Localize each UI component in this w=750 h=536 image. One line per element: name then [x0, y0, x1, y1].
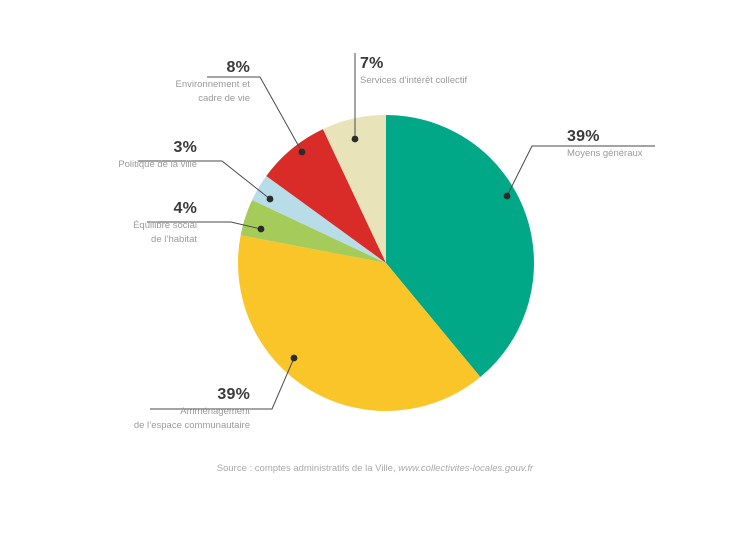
pie-label-amenagement-category-line1: Amménagement — [180, 406, 250, 417]
pie-label-services-interet-collectif: 7% Services d’intérêt collectif — [360, 54, 467, 87]
pie-label-amenagement: 39% Amménagement de l’espace communautai… — [85, 385, 250, 432]
pie-slice-environnement[interactable] — [266, 129, 386, 263]
pie-label-moyens-category: Moyens généraux — [567, 148, 643, 159]
pie-label-moyens-generaux: 39% Moyens généraux — [567, 127, 643, 160]
leader-dot-equilibre-social — [257, 225, 265, 233]
leader-line-politique-ville — [138, 160, 271, 200]
pie-label-amenagement-category-line2: de l’espace communautaire — [133, 420, 250, 431]
pie-label-equilibre-percent: 4% — [173, 200, 197, 217]
pie-label-environnement-category-line1: Environnement et — [175, 79, 250, 90]
pie-slice-politique-ville[interactable] — [252, 176, 386, 263]
pie-label-environnement-percent: 8% — [226, 59, 250, 76]
pie-label-equilibre-category-line2: de l’habitat — [151, 234, 197, 245]
leader-dots — [257, 135, 511, 362]
leader-dot-environnement — [298, 148, 306, 156]
source-note-url[interactable]: www.collectivites-locales.gouv.fr — [398, 463, 534, 474]
leader-line-amenagement — [150, 357, 295, 410]
source-note-prefix: Source : comptes administratifs de la Vi… — [216, 463, 396, 474]
leader-dot-moyens-generaux — [503, 192, 511, 200]
pie-label-services-percent: 7% — [360, 55, 384, 72]
pie-label-environnement-category-line2: cadre de vie — [198, 93, 250, 104]
pie-label-amenagement-percent: 39% — [217, 386, 250, 403]
leader-line-environnement — [207, 76, 303, 153]
pie-label-equilibre-social: 4% Équilibre social de l’habitat — [85, 199, 197, 246]
pie-label-equilibre-category-line1: Équilibre social — [133, 220, 197, 231]
pie-slice-services-interet-collectif[interactable] — [322, 115, 386, 263]
leader-lines — [138, 53, 655, 410]
pie-label-moyens-percent: 39% — [567, 128, 600, 145]
pie-slice-amenagement[interactable] — [237, 235, 481, 412]
leader-dot-services — [351, 135, 359, 143]
pie-label-politique-category: Politique de la ville — [118, 159, 197, 170]
source-note: Source : comptes administratifs de la Vi… — [0, 463, 750, 474]
pie-label-services-category: Services d’intérêt collectif — [360, 75, 468, 86]
leader-dot-politique-ville — [266, 195, 274, 203]
leader-line-equilibre-social — [147, 221, 262, 230]
pie-label-politique-percent: 3% — [173, 139, 197, 156]
pie-slice-moyens-generaux[interactable] — [386, 115, 535, 378]
pie-slice-equilibre-social[interactable] — [240, 199, 386, 263]
pie-label-politique-ville: 3% Politique de la ville — [85, 138, 197, 171]
pie-label-environnement: 8% Environnement et cadre de vie — [146, 58, 250, 105]
leader-line-moyens-generaux — [506, 145, 655, 197]
leader-dot-amenagement — [290, 354, 298, 362]
